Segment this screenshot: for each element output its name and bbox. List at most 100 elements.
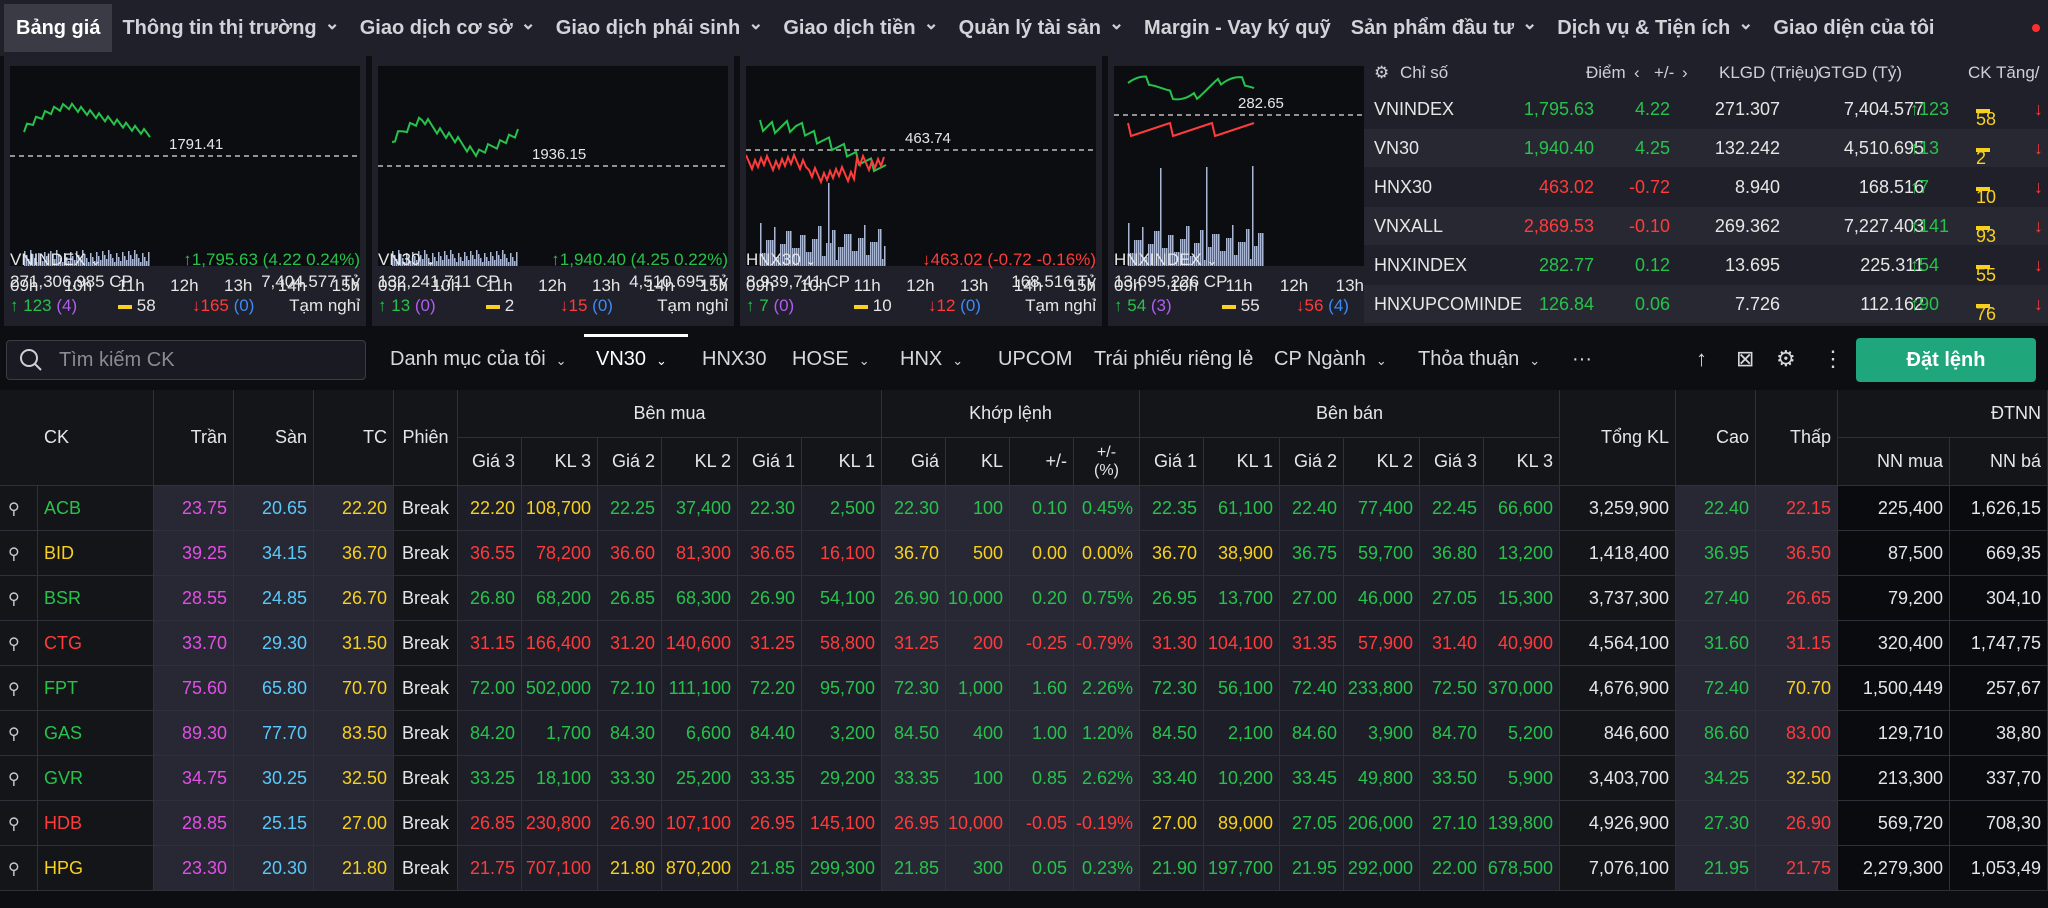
index-point: 126.84 <box>1538 293 1594 314</box>
next-arrow-icon[interactable]: › <box>1682 63 1688 82</box>
volume-bar <box>1210 247 1212 266</box>
index-name-selector[interactable]: VNINDEX ⌄ <box>10 250 101 270</box>
volume-bar <box>490 252 492 266</box>
nav-item-0[interactable]: Bảng giá <box>4 4 113 52</box>
cell-ck[interactable]: GVR <box>38 756 154 801</box>
mini-chart-vnindex[interactable]: 1791.41 09h 10h 11h 12h 13h 14h 15h VNINDEX ⌄ ↑1,… <box>4 56 366 326</box>
gear-icon[interactable]: ⚙ <box>1374 63 1390 82</box>
more-vert-icon[interactable]: ⋮ <box>1822 346 1844 371</box>
market-tab-4[interactable]: HNX ⌄ <box>900 348 963 371</box>
nav-item-9[interactable]: Giao diện của tôi <box>1763 0 1944 56</box>
cell-ck[interactable]: BID <box>38 531 154 576</box>
table-row[interactable]: ⚲ FPT 75.60 65.80 70.70 Break 72.00 502,000 72.1… <box>0 666 2048 711</box>
volume-bar <box>428 258 430 266</box>
index-row-hnxupcominde[interactable]: HNXUPCOMINDE 126.84 0.06 7.726 112.162 ↑ 90 7… <box>1364 285 2048 324</box>
sort-up-icon[interactable]: ↑ <box>1696 346 1707 371</box>
market-tab-0[interactable]: Danh mục của tôi ⌄ <box>390 348 567 371</box>
market-tab-3[interactable]: HOSE ⌄ <box>792 348 870 371</box>
advancers-count: 123 <box>23 296 52 315</box>
table-row[interactable]: ⚲ BSR 28.55 24.85 26.70 Break 26.80 68,200 26.85… <box>0 576 2048 621</box>
pin-icon[interactable]: ⚲ <box>8 726 20 743</box>
mini-chart-vn30[interactable]: 1936.15 09h 10h 11h 12h 13h 14h 15h VN30 ⌄ ↑1,940… <box>372 56 734 326</box>
place-order-button[interactable]: Đặt lệnh <box>1856 338 2036 382</box>
table-row[interactable]: ⚲ ACB 23.75 20.65 22.20 Break 22.20 108,700 22.2… <box>0 486 2048 531</box>
index-row-vnxall[interactable]: VNXALL 2,869.53 -0.10 269.362 7,227.403 ↑ 141… <box>1364 207 2048 246</box>
index-row-hnxindex[interactable]: HNXINDEX 282.77 0.12 13.695 225.311 ↑ 54 55 ↓ <box>1364 246 2048 286</box>
volume-bar <box>86 258 88 266</box>
nav-item-2[interactable]: Giao dịch cơ sở ⌄ <box>350 0 546 56</box>
volume-bar <box>82 250 84 266</box>
volume-bar <box>806 252 808 266</box>
volume-bar <box>84 254 86 266</box>
market-tab-6[interactable]: Trái phiếu riêng lẻ <box>1094 348 1253 371</box>
market-tab-8[interactable]: Thỏa thuận ⌄ <box>1418 348 1540 371</box>
index-row-hnx30[interactable]: HNX30 463.02 -0.72 8.940 168.516 ↑ 7 10 ↓ <box>1364 168 2048 208</box>
cell-tc: 32.50 <box>314 756 394 801</box>
index-name-selector[interactable]: HNXINDEX ⌄ <box>1114 250 1218 270</box>
unchanged-bar-icon <box>854 304 868 309</box>
volume-bar <box>802 235 804 266</box>
table-row[interactable]: ⚲ GVR 34.75 30.25 32.50 Break 33.25 18,100 33.30… <box>0 756 2048 801</box>
nav-item-3[interactable]: Giao dịch phái sinh ⌄ <box>546 0 774 56</box>
cell-ck[interactable]: HDB <box>38 801 154 846</box>
index-row-vnindex[interactable]: VNINDEX 1,795.63 4.22 271.307 7,404.577 ↑ 123… <box>1364 90 2048 130</box>
settings-gear-icon[interactable]: ⚙ <box>1776 346 1796 371</box>
market-tab-9[interactable]: ··· <box>1572 348 1592 371</box>
market-tab-1[interactable]: VN30 ⌄ <box>596 348 667 371</box>
volume-bar <box>774 227 776 266</box>
cell-ck[interactable]: CTG <box>38 621 154 666</box>
nav-item-1[interactable]: Thông tin thị trường ⌄ <box>112 0 349 56</box>
cell-ck[interactable]: ACB <box>38 486 154 531</box>
table-row[interactable]: ⚲ HDB 28.85 25.15 27.00 Break 26.85 230,800 26.9… <box>0 801 2048 846</box>
col-kl3: KL 3 <box>1484 438 1560 486</box>
volume-bar <box>868 255 870 266</box>
market-tab-7[interactable]: CP Ngành ⌄ <box>1274 348 1387 371</box>
pin-icon[interactable]: ⚲ <box>8 681 20 698</box>
unchanged: 55 <box>1222 296 1292 316</box>
decline-arrow-icon: ↓ <box>2034 176 2043 197</box>
cell-ck[interactable]: HPG <box>38 846 154 891</box>
pin-icon[interactable]: ⚲ <box>8 636 20 653</box>
time-axis: 09h 10h 11h 12h 13h 14h 15h <box>746 276 1096 296</box>
pin-icon[interactable]: ⚲ <box>8 546 20 563</box>
mini-chart-hnx30[interactable]: 463.74 09h 10h 11h 12h 13h 14h 15h HNX30 ⌄ ↓463.0… <box>740 56 1102 326</box>
pin-icon[interactable]: ⚲ <box>8 591 20 608</box>
market-tab-2[interactable]: HNX30 <box>702 348 766 371</box>
pin-icon[interactable]: ⚲ <box>8 816 20 833</box>
cell-thap: 26.65 <box>1756 576 1838 621</box>
nav-item-4[interactable]: Giao dịch tiền ⌄ <box>773 0 948 56</box>
cell-ck[interactable]: GAS <box>38 711 154 756</box>
cell-kl: 200 <box>946 621 1010 666</box>
nav-item-8[interactable]: Dịch vụ & Tiện ích ⌄ <box>1547 0 1763 56</box>
decliners: ↓165 (0) <box>192 296 255 315</box>
pin-icon[interactable]: ⚲ <box>8 861 20 878</box>
cell-ck[interactable]: FPT <box>38 666 154 711</box>
search-input[interactable]: Tìm kiếm CK <box>6 340 366 380</box>
pin-icon[interactable]: ⚲ <box>8 771 20 788</box>
table-row[interactable]: ⚲ HPG 23.30 20.30 21.80 Break 21.75 707,100 21.8… <box>0 846 2048 891</box>
index-change: ↑1,795.63 (4.22 0.24%) <box>183 250 360 269</box>
cell-bk1: 145,100 <box>802 801 882 846</box>
pin-icon[interactable]: ⚲ <box>8 501 20 518</box>
prev-arrow-icon[interactable]: ‹ <box>1634 63 1640 82</box>
volume-bar <box>794 248 796 266</box>
index-name-selector[interactable]: HNX30 ⌄ <box>746 250 816 270</box>
excel-icon[interactable]: ⊠ <box>1736 346 1755 371</box>
nav-item-5[interactable]: Quản lý tài sản ⌄ <box>949 0 1134 56</box>
cell-b1: 26.90 <box>738 576 802 621</box>
cell-ck[interactable]: BSR <box>38 576 154 621</box>
volume-bar <box>422 259 424 266</box>
cell-thap: 31.15 <box>1756 621 1838 666</box>
table-row[interactable]: ⚲ GAS 89.30 77.70 83.50 Break 84.20 1,700 84.30 6… <box>0 711 2048 756</box>
table-row[interactable]: ⚲ BID 39.25 34.15 36.70 Break 36.55 78,200 36.60… <box>0 531 2048 576</box>
price-line-svg <box>10 101 360 266</box>
index-name-selector[interactable]: VN30 ⌄ <box>378 250 436 270</box>
nav-item-6[interactable]: Margin - Vay ký quỹ <box>1134 0 1341 56</box>
table-row[interactable]: ⚲ CTG 33.70 29.30 31.50 Break 31.15 166,400 31.2… <box>0 621 2048 666</box>
market-tab-5[interactable]: UPCOM <box>998 348 1072 371</box>
volume-bar <box>40 257 42 266</box>
advancers: ↑ 13 (0) <box>378 296 436 315</box>
nav-item-7[interactable]: Sản phẩm đầu tư ⌄ <box>1341 0 1547 56</box>
decliners-count: 12 <box>936 296 956 315</box>
index-row-vn30[interactable]: VN30 1,940.40 4.25 132.242 4,510.695 ↑ 13 2 ↓ <box>1364 129 2048 168</box>
